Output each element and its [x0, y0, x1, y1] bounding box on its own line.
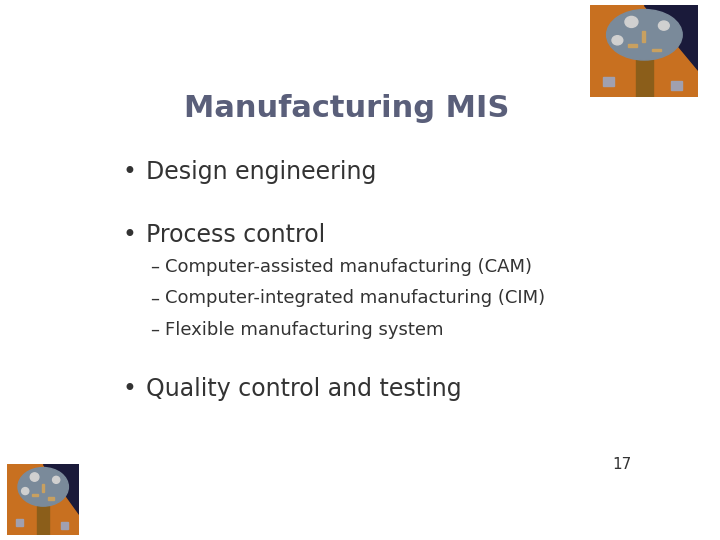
- Text: Design engineering: Design engineering: [145, 160, 376, 185]
- Text: Computer-integrated manufacturing (CIM): Computer-integrated manufacturing (CIM): [166, 289, 546, 307]
- Text: •: •: [122, 160, 136, 185]
- Ellipse shape: [18, 468, 68, 506]
- Bar: [628, 44, 636, 46]
- Bar: [61, 522, 68, 529]
- Bar: [37, 503, 49, 535]
- Text: Quality control and testing: Quality control and testing: [145, 377, 462, 401]
- Text: Manufacturing MIS: Manufacturing MIS: [184, 94, 509, 123]
- Ellipse shape: [606, 10, 682, 60]
- Bar: [636, 56, 653, 97]
- Text: –: –: [150, 321, 158, 339]
- Text: Flexible manufacturing system: Flexible manufacturing system: [166, 321, 444, 339]
- Bar: [32, 494, 38, 496]
- Circle shape: [30, 473, 39, 481]
- Text: •: •: [122, 377, 136, 401]
- Bar: [671, 80, 682, 90]
- Circle shape: [22, 488, 29, 495]
- Circle shape: [625, 16, 638, 28]
- Bar: [603, 77, 614, 86]
- Bar: [652, 49, 660, 51]
- Circle shape: [53, 476, 60, 483]
- Circle shape: [612, 36, 623, 45]
- Text: –: –: [150, 258, 158, 276]
- Text: •: •: [122, 223, 136, 247]
- Circle shape: [659, 21, 670, 30]
- Polygon shape: [43, 464, 79, 514]
- Text: Computer-assisted manufacturing (CAM): Computer-assisted manufacturing (CAM): [166, 258, 532, 276]
- Text: 17: 17: [612, 457, 631, 472]
- Bar: [48, 497, 54, 500]
- Text: Process control: Process control: [145, 223, 325, 247]
- Text: –: –: [150, 289, 158, 307]
- Bar: [16, 519, 23, 526]
- Polygon shape: [644, 5, 698, 70]
- Bar: [42, 484, 44, 492]
- Bar: [642, 31, 646, 42]
